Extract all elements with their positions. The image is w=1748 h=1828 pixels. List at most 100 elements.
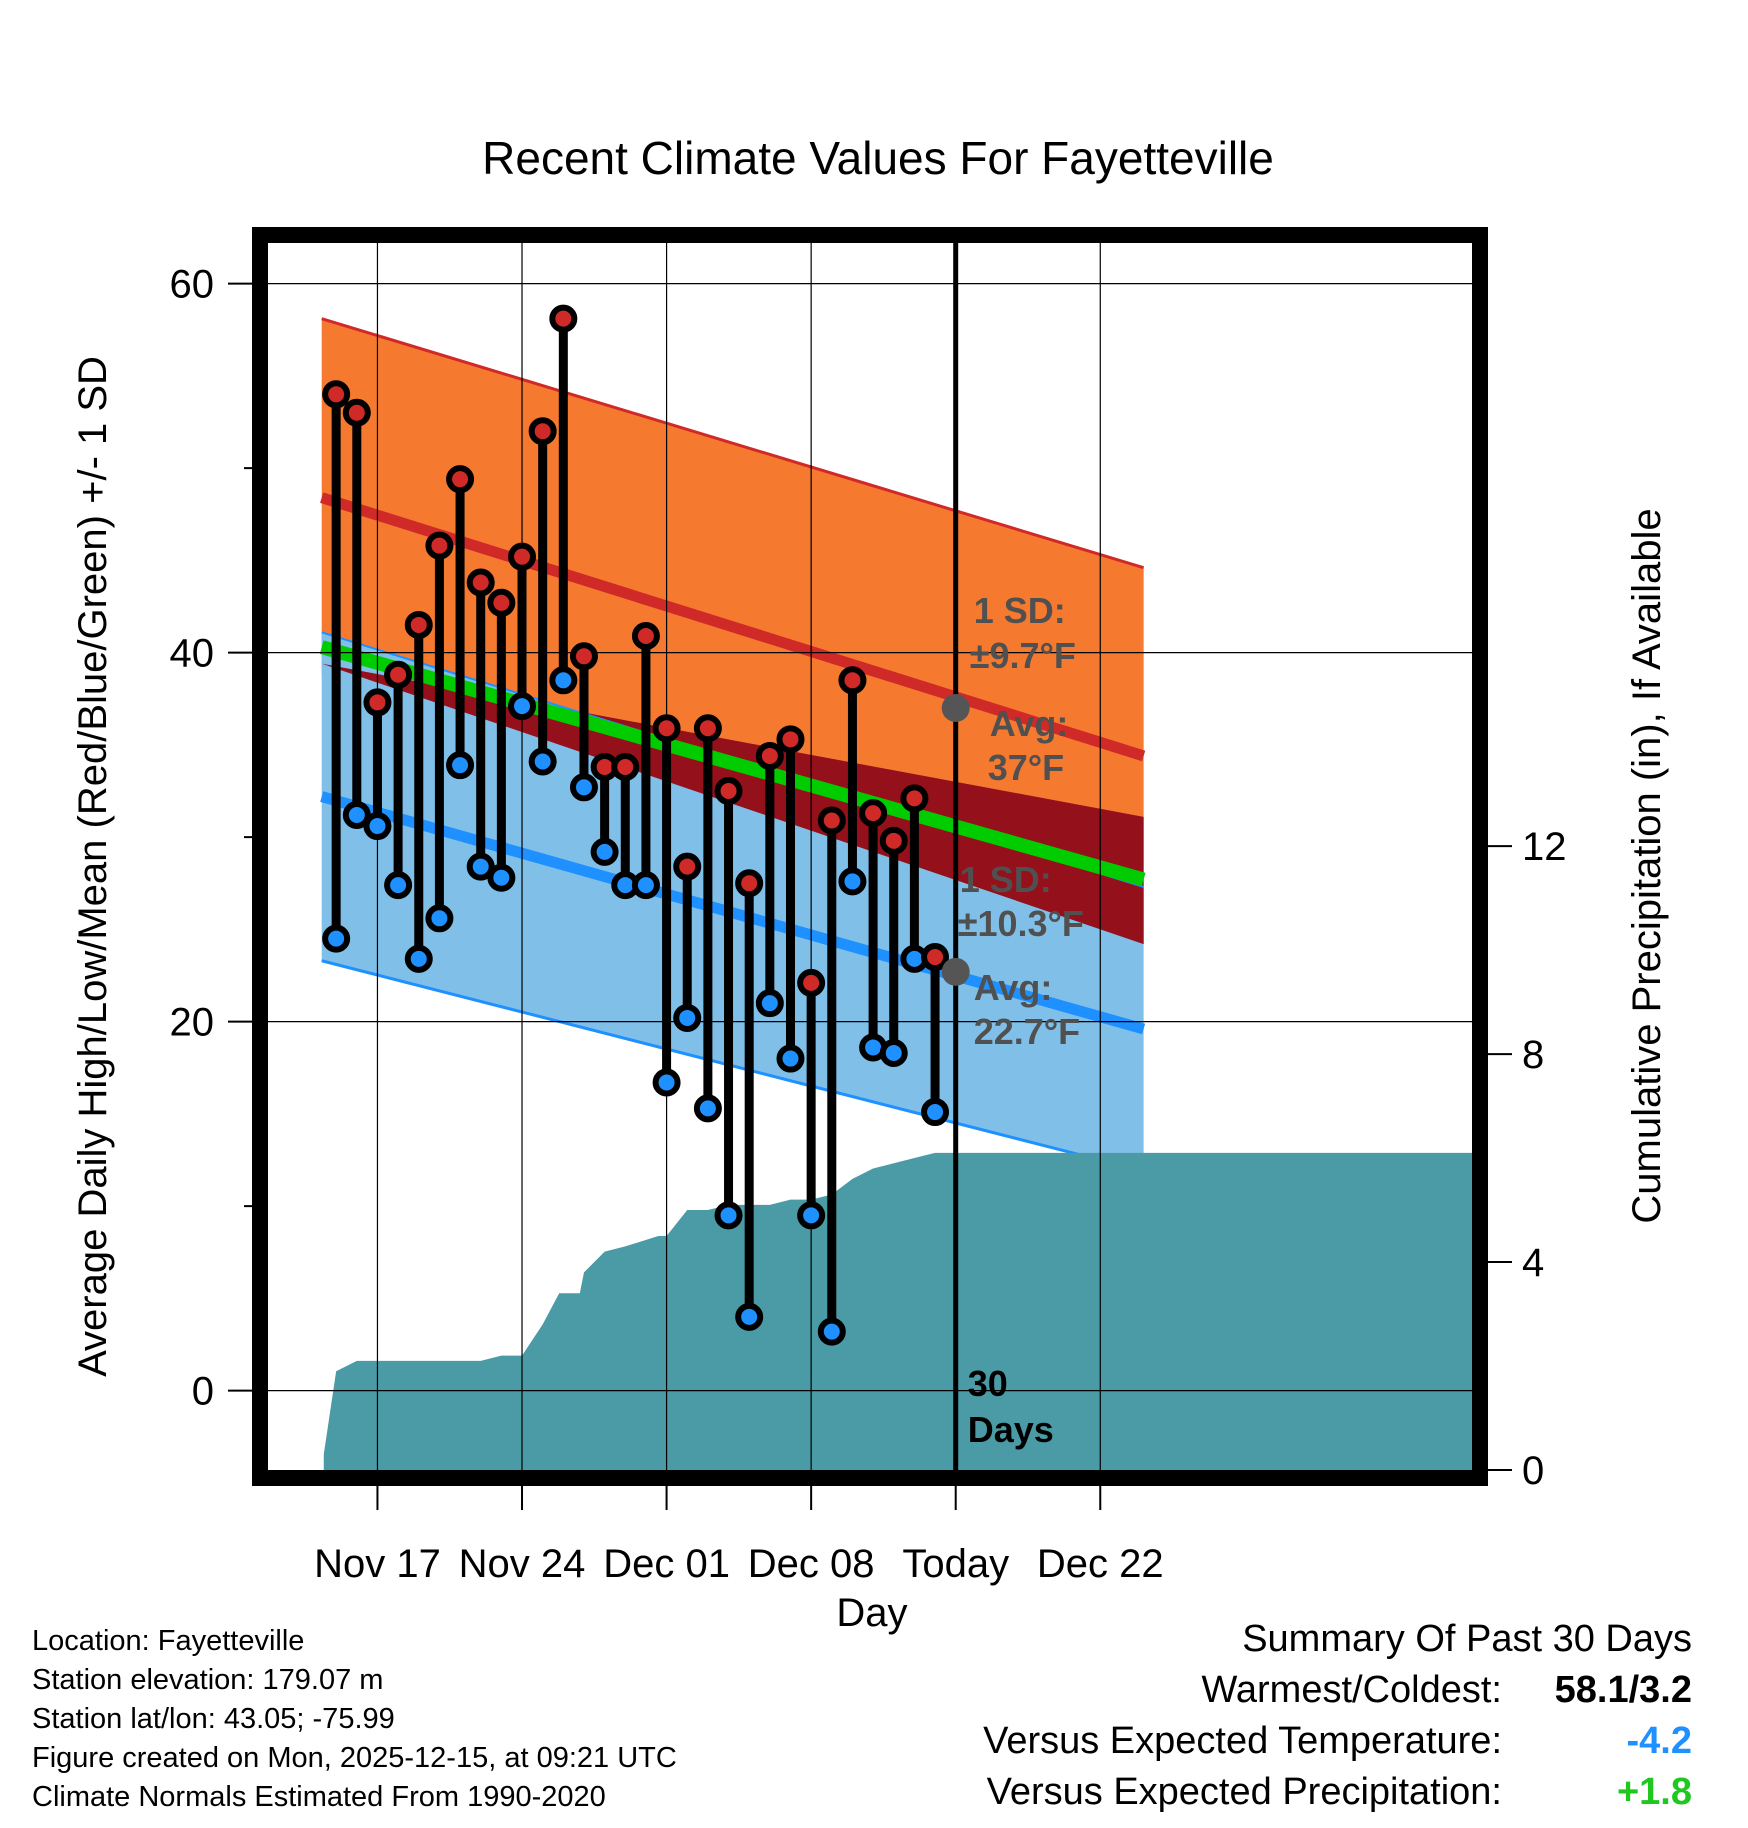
high-point-day-11 xyxy=(549,304,578,333)
summary-precip-value: +1.8 xyxy=(1616,1771,1692,1813)
high-point-day-26 xyxy=(859,799,888,828)
high-point-day-7 xyxy=(466,568,495,597)
summary-panel: Summary Of Past 30 Days Warmest/Coldest:… xyxy=(983,1614,1692,1818)
low-point-day-19 xyxy=(714,1201,743,1230)
high-point-day-18 xyxy=(693,714,722,743)
low-point-day-13 xyxy=(590,837,619,866)
high-point-day-15 xyxy=(631,622,660,651)
summary-temperature: Versus Expected Temperature: -4.2 xyxy=(983,1716,1692,1767)
high-point-day-23 xyxy=(797,968,826,997)
y-tick-label-0: 0 xyxy=(192,1370,214,1414)
low-avg-label: Avg: xyxy=(974,967,1053,1008)
station-info: Location: Fayetteville Station elevation… xyxy=(32,1622,677,1817)
high-point-day-12 xyxy=(569,642,598,671)
elevation-text: Station elevation: 179.07 m xyxy=(32,1664,384,1696)
x-tick-label-nov-17: Nov 17 xyxy=(314,1542,441,1586)
low-point-day-2 xyxy=(363,812,392,841)
summary-precipitation: Versus Expected Precipitation: +1.8 xyxy=(983,1767,1692,1818)
high-point-day-20 xyxy=(735,869,764,898)
daily-stems xyxy=(331,314,940,1337)
y-tick-label-60: 60 xyxy=(170,263,215,307)
y-axis-label: Average Daily High/Low/Mean (Red/Blue/Gr… xyxy=(71,356,115,1377)
low-point-day-18 xyxy=(693,1094,722,1123)
low-point-day-12 xyxy=(569,773,598,802)
plot-border xyxy=(252,227,1488,1486)
low-point-day-23 xyxy=(797,1201,826,1230)
high-point-day-5 xyxy=(425,531,454,560)
period-label-unit: Days xyxy=(968,1409,1054,1450)
high-point-day-25 xyxy=(838,666,867,695)
low-point-day-17 xyxy=(673,1003,702,1032)
summary-temp-value: -4.2 xyxy=(1626,1720,1692,1762)
high-sd-upper-edge xyxy=(321,317,1145,570)
y2-axis-label: Cumulative Precipitation (in), If Availa… xyxy=(1625,508,1669,1223)
high-point-day-1 xyxy=(342,398,371,427)
y-tick-label-40: 40 xyxy=(170,632,215,676)
high-point-day-21 xyxy=(755,741,784,770)
x-tick-label-dec-22: Dec 22 xyxy=(1037,1542,1164,1586)
low-point-day-0 xyxy=(322,924,351,953)
y2-tick-label-12: 12 xyxy=(1522,825,1567,869)
high-point-day-27 xyxy=(879,826,908,855)
high-point-day-24 xyxy=(817,806,846,835)
low-point-day-3 xyxy=(384,871,413,900)
high-point-day-8 xyxy=(487,588,516,617)
high-avg-marker xyxy=(941,693,970,722)
high-point-day-4 xyxy=(404,610,433,639)
y-tick-label-20: 20 xyxy=(170,1001,215,1045)
low-point-day-9 xyxy=(508,692,537,721)
low-sd-label: 1 SD: xyxy=(960,859,1052,900)
low-point-day-20 xyxy=(735,1302,764,1331)
x-tick-label-nov-24: Nov 24 xyxy=(459,1542,586,1586)
high-point-day-16 xyxy=(652,714,681,743)
low-point-day-27 xyxy=(879,1039,908,1068)
low-point-day-1 xyxy=(342,800,371,829)
chart-title: Recent Climate Values For Fayetteville xyxy=(482,132,1274,184)
x-tick-label-dec-08: Dec 08 xyxy=(748,1542,875,1586)
summary-temp-label: Versus Expected Temperature: xyxy=(983,1720,1502,1762)
y2-tick-label-4: 4 xyxy=(1522,1241,1544,1285)
axes: 0 20 40 60 0 4 8 12 Nov 17 Nov 24 Dec 01 Dec 08 Toda… xyxy=(170,263,1567,1586)
summary-precip-label: Versus Expected Precipitation: xyxy=(986,1771,1502,1813)
high-point-day-9 xyxy=(508,542,537,571)
low-point-day-6 xyxy=(446,751,475,780)
daily-markers xyxy=(322,304,950,1346)
cumulative-precip-area xyxy=(323,1152,1472,1470)
low-point-day-10 xyxy=(528,747,557,776)
precipitation-area xyxy=(323,1152,1472,1470)
normals-text: Climate Normals Estimated From 1990-2020 xyxy=(32,1781,606,1813)
low-point-day-15 xyxy=(631,871,660,900)
low-point-day-16 xyxy=(652,1068,681,1097)
chart-text: Recent Climate Values For Fayetteville Da… xyxy=(71,132,1669,1635)
low-point-day-22 xyxy=(776,1044,805,1073)
low-avg-marker xyxy=(941,957,970,986)
low-point-day-21 xyxy=(755,989,784,1018)
summary-title: Summary Of Past 30 Days xyxy=(1242,1618,1692,1660)
x-axis-label: Day xyxy=(836,1591,907,1635)
summary-warmest-coldest-label: Warmest/Coldest: xyxy=(1201,1669,1502,1711)
low-point-day-8 xyxy=(487,863,516,892)
x-tick-label-today: Today xyxy=(902,1542,1009,1586)
y2-tick-label-0: 0 xyxy=(1522,1449,1544,1493)
low-point-day-29 xyxy=(921,1098,950,1127)
x-tick-label-dec-01: Dec 01 xyxy=(603,1542,730,1586)
low-point-day-5 xyxy=(425,904,454,933)
low-sd-value: ±10.3°F xyxy=(958,903,1084,944)
high-sd-label: 1 SD: xyxy=(974,590,1066,631)
low-avg-value: 22.7°F xyxy=(974,1011,1080,1052)
latlon-text: Station lat/lon: 43.05; -75.99 xyxy=(32,1703,395,1735)
high-point-day-29 xyxy=(921,943,950,972)
high-avg-label: Avg: xyxy=(990,703,1069,744)
high-point-day-6 xyxy=(446,465,475,494)
high-point-day-17 xyxy=(673,852,702,881)
created-text: Figure created on Mon, 2025-12-15, at 09… xyxy=(32,1742,677,1774)
low-point-day-25 xyxy=(838,867,867,896)
low-point-day-7 xyxy=(466,852,495,881)
high-point-day-2 xyxy=(363,688,392,717)
y2-tick-label-8: 8 xyxy=(1522,1033,1544,1077)
low-point-day-4 xyxy=(404,944,433,973)
low-point-day-11 xyxy=(549,666,578,695)
high-point-day-3 xyxy=(384,660,413,689)
location-text: Location: Fayetteville xyxy=(32,1625,305,1657)
